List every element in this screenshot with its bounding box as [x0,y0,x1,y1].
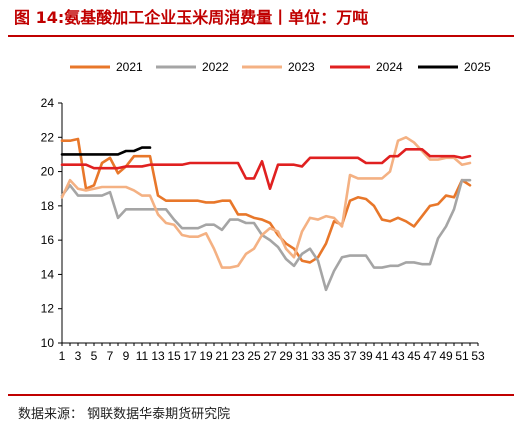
y-tick-label: 22 [41,130,55,144]
series-line-2025 [60,146,152,156]
x-tick-label: 35 [327,349,341,363]
x-tick-label: 51 [455,349,469,363]
legend-label-2023: 2023 [288,60,315,74]
y-tick-label: 16 [41,233,55,247]
x-tick-label: 19 [199,349,213,363]
title-rule [8,35,514,37]
x-tick-label: 37 [343,349,357,363]
x-tick-label: 29 [279,349,293,363]
x-tick-label: 15 [167,349,181,363]
series-line-2021 [60,137,472,264]
x-tick-label: 39 [359,349,373,363]
series-line-2023 [60,135,472,269]
x-tick-label: 53 [471,349,485,363]
legend-label-2021: 2021 [116,60,143,74]
x-tick-label: 7 [107,349,114,363]
legend-label-2024: 2024 [376,60,403,74]
x-tick-label: 11 [136,349,149,363]
legend-label-2025: 2025 [464,60,491,74]
x-tick-label: 17 [183,349,197,363]
x-tick-label: 43 [391,349,405,363]
x-tick-label: 27 [263,349,277,363]
legend-label-2022: 2022 [202,60,229,74]
y-tick-label: 10 [41,336,55,350]
x-tick-label: 13 [151,349,165,363]
x-tick-label: 41 [375,349,389,363]
x-tick-label: 1 [59,349,66,363]
x-tick-label: 31 [295,349,309,363]
y-tick-label: 14 [41,267,55,281]
x-tick-label: 45 [407,349,421,363]
x-tick-label: 21 [215,349,229,363]
x-tick-label: 25 [247,349,261,363]
x-tick-label: 23 [231,349,245,363]
series-line-2022 [60,178,472,292]
x-tick-label: 49 [439,349,453,363]
data-source: 数据来源： 钢联数据华泰期货研究院 [18,407,231,422]
x-tick-label: 9 [123,349,130,363]
y-tick-label: 18 [41,199,55,213]
x-tick-label: 5 [91,349,98,363]
x-tick-label: 47 [423,349,437,363]
x-tick-label: 3 [75,349,82,363]
y-tick-label: 12 [41,302,55,316]
series-line-2024 [60,147,472,191]
x-tick-label: 33 [311,349,325,363]
footer-rule [8,394,514,396]
y-tick-label: 20 [41,165,55,179]
chart-title: 图 14:氨基酸加工企业玉米周消费量丨单位：万吨 [14,8,369,27]
y-tick-label: 24 [41,96,55,110]
